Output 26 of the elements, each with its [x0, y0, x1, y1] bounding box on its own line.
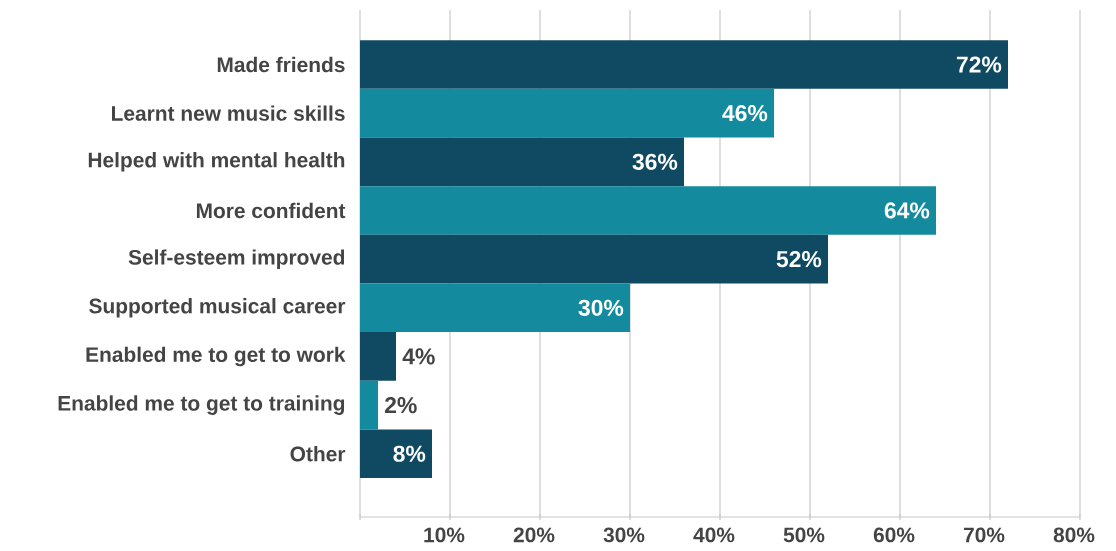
- y-tick-label: Other: [290, 446, 346, 462]
- x-tick-label: 20%: [513, 527, 555, 543]
- y-tick-label: Enabled me to get to work: [86, 346, 346, 367]
- y-tick-label: Enabled me to get to training: [58, 395, 345, 415]
- data-label: 2%: [385, 397, 417, 414]
- data-label: 8%: [393, 445, 426, 462]
- data-label: 72%: [956, 56, 1002, 73]
- y-tick-label: Made friends: [217, 56, 345, 73]
- y-tick-label: Self-esteem improved: [128, 249, 345, 269]
- x-tick-label: 60%: [873, 527, 915, 543]
- y-tick-label: Helped with mental health: [88, 152, 345, 172]
- data-label: 46%: [722, 105, 768, 122]
- data-label: 30%: [578, 299, 624, 316]
- data-label: 4%: [402, 348, 435, 365]
- x-tick-label: 50%: [783, 527, 825, 543]
- y-tick-label: More confident: [196, 202, 346, 219]
- x-tick-label: 10%: [424, 527, 465, 543]
- y-tick-label: Supported musical career: [89, 298, 346, 318]
- x-tick-label: 70%: [963, 527, 1005, 543]
- y-tick-label: Learnt new music skills: [112, 105, 345, 121]
- x-tick-label: 80%: [1053, 527, 1095, 543]
- data-label: 64%: [884, 202, 930, 219]
- data-label: 52%: [776, 251, 822, 268]
- x-tick-label: 40%: [693, 527, 735, 543]
- data-label: 36%: [632, 153, 678, 170]
- x-tick-label: 30%: [603, 527, 645, 543]
